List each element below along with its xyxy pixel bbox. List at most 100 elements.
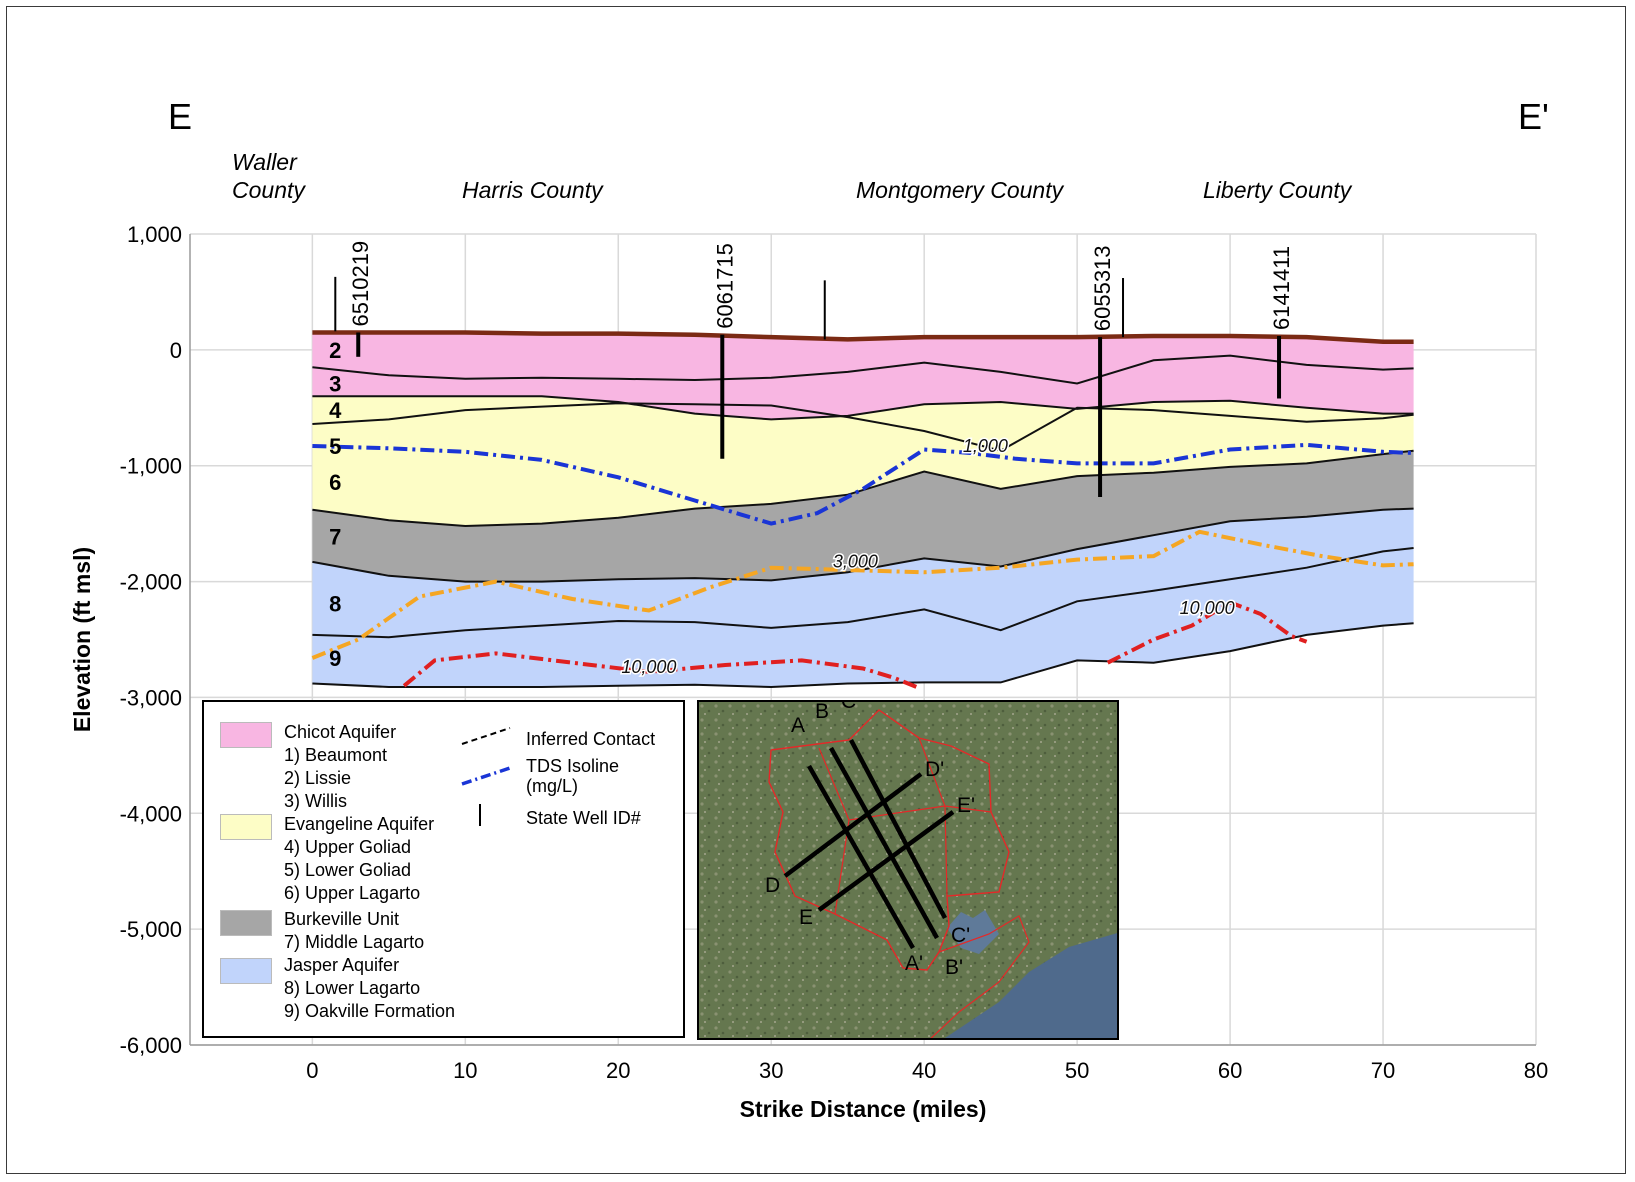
unit-number-label: 4 — [329, 398, 342, 423]
legend-tds-isoline: TDS Isoline (mg/L) — [526, 756, 620, 796]
legend-member: 9) Oakville Formation — [284, 1001, 456, 1021]
tds-isoline-symbol — [461, 766, 511, 786]
county-label-waller: Waller County — [232, 149, 305, 203]
burkeville-unit-fill — [312, 450, 1414, 582]
y-tick-label: -3,000 — [120, 685, 182, 710]
y-tick-label: -5,000 — [120, 917, 182, 942]
inset-map-canvas — [699, 702, 1117, 1038]
contact-line-base_2 — [312, 354, 1414, 385]
y-tick-label: -6,000 — [120, 1033, 182, 1058]
inset-county-boundary — [930, 915, 1030, 1038]
legend-symbols — [461, 727, 511, 826]
tds-isoline-label: 1,000 — [963, 436, 1008, 456]
inset-label-b: B — [815, 700, 830, 723]
y-tick-label: 1,000 — [127, 222, 182, 247]
x-tick-label: 60 — [1218, 1058, 1242, 1083]
x-tick-label: 40 — [912, 1058, 936, 1083]
inset-county-boundaries — [768, 709, 1010, 971]
inset-gulf-water — [945, 933, 1117, 1038]
land-surface-line — [312, 330, 1414, 344]
tds-isoline — [1106, 600, 1308, 665]
unit-number-label: 8 — [329, 592, 341, 617]
tds-isoline-label: 10,000 — [1180, 598, 1235, 618]
inset-section-line-e — [817, 810, 955, 912]
legend-swatch-evangeline — [220, 814, 272, 840]
legend-aquifer-burkeville: Burkeville Unit — [284, 909, 400, 929]
y-tick-label: -2,000 — [120, 570, 182, 595]
aquifer-fills — [312, 332, 1414, 687]
x-tick-label: 30 — [759, 1058, 783, 1083]
tds-isolines: 1,000 3,000 10,000 10,000 — [311, 434, 1414, 689]
well-id-label: 6055313 — [1090, 245, 1115, 331]
inset-label-c-prime: C' — [951, 924, 971, 947]
inset-label-d-prime: D' — [925, 758, 945, 781]
y-tick-label: 0 — [170, 338, 182, 363]
legend-state-well: State Well ID# — [526, 808, 641, 828]
inset-section-line-c — [849, 738, 947, 920]
legend-aquifer-chicot: Chicot Aquifer — [284, 722, 397, 742]
legend-member: 3) Willis — [284, 791, 347, 811]
legend-swatch-jasper — [220, 958, 272, 984]
tds-isoline-label: 3,000 — [833, 552, 878, 572]
x-axis-title: Strike Distance (miles) — [740, 1096, 987, 1122]
x-tick-label: 10 — [453, 1058, 477, 1083]
inset-label-c: C — [841, 700, 857, 713]
inset-label-a-prime: A' — [905, 952, 924, 975]
unit-number-label: 9 — [329, 646, 341, 671]
tds-isoline-label: 10,000 — [621, 657, 676, 677]
inset-label-d: D — [765, 874, 781, 897]
jasper-aquifer-fill — [312, 508, 1414, 687]
well-id-label: 6061715 — [712, 243, 737, 329]
legend-member: 6) Upper Lagarto — [284, 883, 421, 903]
x-tick-label: 80 — [1524, 1058, 1548, 1083]
contact-line-base_3 — [312, 395, 1414, 421]
inset-label-b-prime: B' — [945, 956, 964, 979]
legend-swatch-burkeville — [220, 910, 272, 936]
y-tick-label: -4,000 — [120, 801, 182, 826]
legend-inferred-contact: Inferred Contact — [526, 729, 656, 749]
x-tick-label: 20 — [606, 1058, 630, 1083]
tds-isoline — [402, 651, 918, 689]
tds-isoline — [312, 442, 1414, 526]
unit-number-label: 3 — [329, 371, 341, 396]
inset-label-e-prime: E' — [957, 794, 976, 817]
contact-line-base_8 — [312, 547, 1414, 639]
axes: 1,000 0 -1,000 -2,000 -3,000 -4,000 -5,000 -6,0… — [69, 222, 1548, 1122]
legend-member: 2) Lissie — [284, 768, 352, 788]
inferred-contact-symbol — [461, 727, 511, 745]
unit-number-label: 2 — [329, 338, 341, 363]
contact-line-base_4 — [312, 402, 1414, 452]
wells: 6510219 6061715 6055313 6141411 — [334, 241, 1294, 497]
x-tick-label: 50 — [1065, 1058, 1089, 1083]
evangeline-aquifer-fill — [312, 396, 1414, 526]
legend-aquifer-jasper: Jasper Aquifer — [284, 955, 400, 975]
legend-member: 7) Middle Lagarto — [284, 932, 425, 952]
legend-member: 5) Lower Goliad — [284, 860, 412, 880]
contact-line-base_9 — [312, 622, 1414, 689]
county-label-liberty: Liberty County — [1203, 177, 1352, 203]
well-id-label: 6141411 — [1269, 246, 1294, 330]
legend-member: 8) Lower Lagarto — [284, 978, 421, 998]
inset-section-line-b — [829, 746, 939, 940]
section-end-label: E' — [1518, 96, 1549, 137]
inset-location-map: A A' B B' C C' D D' E E' — [697, 700, 1119, 1040]
unit-number-label: 6 — [329, 470, 341, 495]
county-label-montgomery: Montgomery County — [856, 177, 1064, 203]
inset-section-line-d — [783, 772, 923, 878]
legend: Chicot Aquifer 1) Beaumont 2) Lissie 3) … — [202, 700, 685, 1038]
y-axis-title: Elevation (ft msl) — [69, 547, 95, 732]
legend-member: 4) Upper Goliad — [284, 837, 412, 857]
y-tick-label: -1,000 — [120, 454, 182, 479]
section-start-label: E — [168, 96, 193, 137]
x-tick-label: 0 — [306, 1058, 318, 1083]
inset-bay-water — [947, 910, 999, 954]
contact-line-base_6 — [312, 449, 1414, 528]
inset-section-line-a — [807, 764, 915, 950]
legend-member: 1) Beaumont — [284, 745, 388, 765]
unit-labels: 2 34 5 6 7 8 9 — [329, 338, 342, 671]
unit-number-label: 7 — [329, 524, 341, 549]
tds-isoline — [311, 529, 1414, 660]
figure-frame — [6, 6, 1626, 1174]
contact-lines — [312, 330, 1414, 689]
